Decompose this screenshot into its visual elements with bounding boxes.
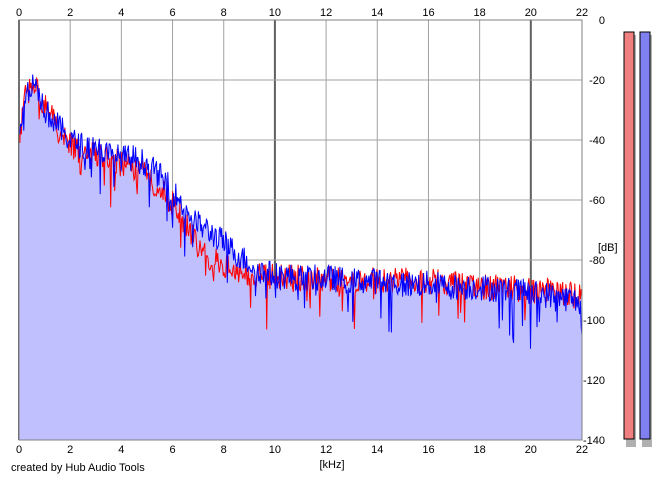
- y-tick-label: -140: [583, 435, 605, 447]
- x-tick-label: 20: [525, 444, 537, 456]
- x-tick-label: 12: [320, 444, 332, 456]
- spectrum-series: [18, 74, 583, 349]
- x-tick-label: 6: [169, 444, 175, 456]
- level-meter-1: [623, 31, 635, 440]
- y-tick-labels: 0 -20 -40 -60 -80 -100 -120 -140: [583, 15, 605, 447]
- x-tick-label-top: 20: [525, 7, 537, 19]
- y-tick-label: 0: [599, 15, 605, 27]
- x-tick-label: 2: [67, 444, 73, 456]
- x-tick-label-top: 12: [320, 7, 332, 19]
- y-tick-label: -100: [583, 315, 605, 327]
- x-tick-label: 14: [371, 444, 383, 456]
- y-tick-label: -60: [589, 195, 605, 207]
- y-tick-label: -80: [589, 255, 605, 267]
- x-tick-label-top: 6: [169, 7, 175, 19]
- y-tick-label: -40: [589, 135, 605, 147]
- x-tick-label: 16: [422, 444, 434, 456]
- level-meter-2: [639, 31, 651, 440]
- credit-text: created by Hub Audio Tools: [11, 462, 145, 474]
- x-tick-label: 18: [474, 444, 486, 456]
- x-tick-label-top: 10: [269, 7, 281, 19]
- x-tick-label-top: 18: [474, 7, 486, 19]
- x-tick-labels-top: 0 2 4 6 8 10 12 14 16 18 20 22: [16, 7, 588, 19]
- x-tick-label-top: 14: [371, 7, 383, 19]
- x-tick-label-top: 4: [118, 7, 124, 19]
- plot-frame: [18, 19, 583, 441]
- x-axis-label: [kHz]: [319, 459, 344, 471]
- x-tick-label: 0: [16, 444, 22, 456]
- x-tick-labels-bottom: 0 2 4 6 8 10 12 14 16 18 20 22: [16, 444, 588, 456]
- x-tick-label-top: 22: [576, 7, 588, 19]
- x-tick-label-top: 0: [16, 7, 22, 19]
- y-axis-label: [dB]: [598, 242, 618, 254]
- x-tick-label: 22: [576, 444, 588, 456]
- x-tick-label: 4: [118, 444, 124, 456]
- y-tick-label: -20: [589, 75, 605, 87]
- x-tick-label-top: 16: [422, 7, 434, 19]
- x-tick-label-top: 8: [221, 7, 227, 19]
- level-meters: [623, 31, 652, 447]
- series-line-2: [18, 74, 583, 349]
- y-tick-label: -120: [583, 375, 605, 387]
- x-tick-label: 8: [221, 444, 227, 456]
- x-tick-label: 10: [269, 444, 281, 456]
- x-tick-label-top: 2: [67, 7, 73, 19]
